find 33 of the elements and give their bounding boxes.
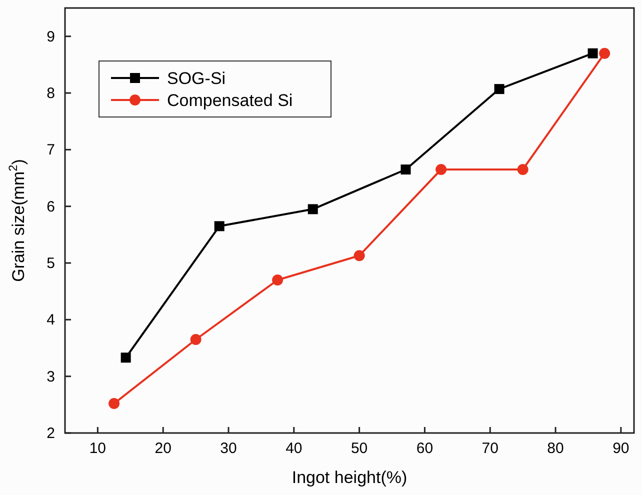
x-tick-label: 50 <box>350 440 368 457</box>
point <box>190 334 202 345</box>
point <box>214 221 224 232</box>
y-tick-label: 9 <box>46 28 55 46</box>
y-tick-label: 8 <box>46 85 55 102</box>
y-tick-label: 3 <box>46 368 55 386</box>
point <box>494 84 504 94</box>
point <box>400 164 411 174</box>
x-tick-label: 20 <box>154 440 172 457</box>
y-tick-label: 4 <box>46 312 55 329</box>
x-tick-label: 10 <box>89 440 106 457</box>
y-tick-label: 7 <box>46 142 55 159</box>
x-tick-label: 30 <box>220 440 237 457</box>
point <box>120 352 131 363</box>
y-tick-label: 2 <box>46 425 55 442</box>
y-tick-label: 6 <box>46 198 55 216</box>
x-tick-label: 60 <box>416 440 434 457</box>
x-tick-label: 90 <box>612 440 630 457</box>
x-axis-title: Ingot height(%) <box>292 468 408 487</box>
point <box>108 398 120 410</box>
legend-label: SOG-Si <box>167 69 226 88</box>
x-tick-label: 80 <box>547 440 564 457</box>
point <box>436 164 447 175</box>
point <box>588 48 598 58</box>
point <box>517 164 528 175</box>
point <box>272 274 284 286</box>
point <box>354 250 365 262</box>
x-tick-label: 70 <box>482 440 498 457</box>
legend-label: Compensated Si <box>167 91 293 110</box>
y-tick-label: 5 <box>46 255 55 272</box>
point <box>599 48 610 59</box>
x-tick-label: 40 <box>286 440 302 457</box>
point <box>308 204 318 214</box>
